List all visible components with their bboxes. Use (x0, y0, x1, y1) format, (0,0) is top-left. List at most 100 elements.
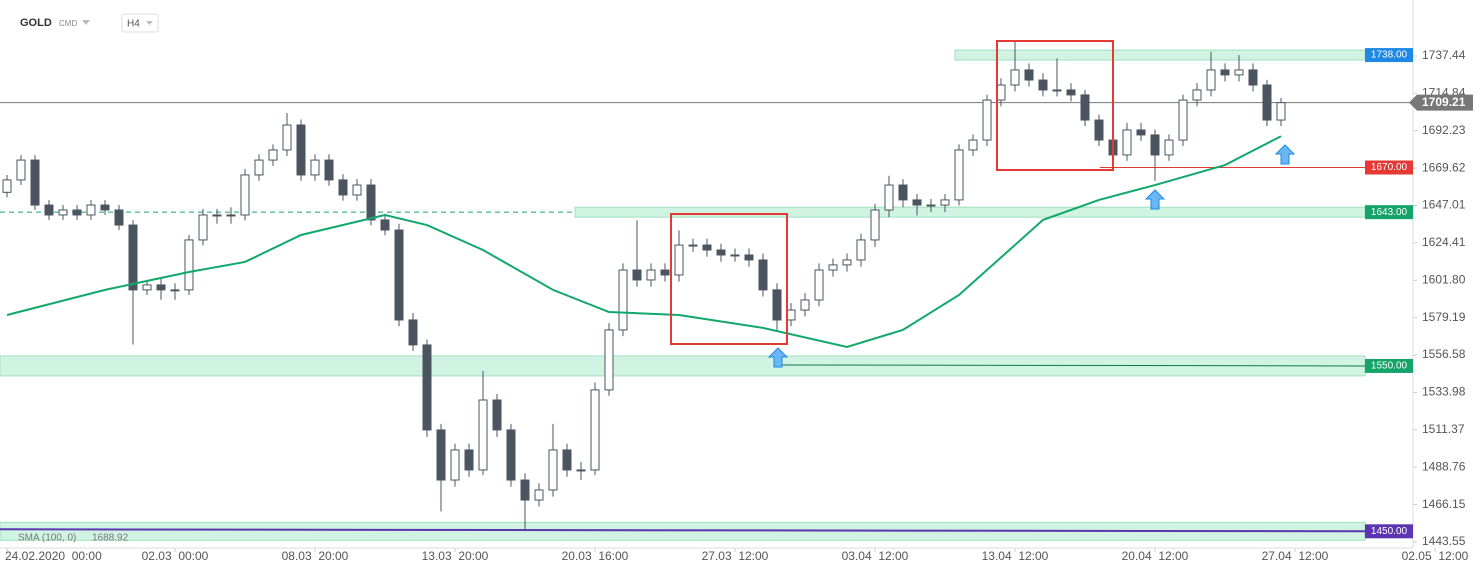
x-tick-label: 08.03 20:00 (282, 549, 349, 563)
candle-body (828, 264, 838, 271)
candle-body (142, 284, 152, 291)
candle-body (282, 124, 292, 151)
candle-body (1164, 139, 1174, 156)
interval[interactable]: H4 (127, 19, 140, 30)
candle-body (30, 159, 40, 206)
candle-body (604, 329, 614, 391)
level-label: 1738.00 (1371, 50, 1408, 61)
candle-body (786, 309, 796, 321)
candle-body (1136, 129, 1146, 136)
candle-body (44, 204, 54, 216)
legend-value: 1688.92 (92, 533, 129, 544)
x-tick-label: 24.02.2020 00:00 (5, 549, 102, 563)
candle-body (58, 209, 68, 216)
x-tick-label: 13.03 20:00 (422, 549, 489, 563)
highlight-box (670, 213, 788, 345)
candle-body (1094, 119, 1104, 141)
candle-body (982, 99, 992, 141)
candle-body (422, 344, 432, 431)
candle-body (870, 209, 880, 241)
candle-body (912, 199, 922, 206)
symbol[interactable]: GOLD (20, 17, 52, 29)
dropdown-icon[interactable] (146, 21, 153, 25)
market: CMD (59, 19, 77, 28)
candle-body (1192, 89, 1202, 101)
candle-body (492, 399, 502, 431)
last-price-label: 1709.21 (1422, 95, 1466, 109)
candle-body (128, 224, 138, 291)
candle-body (184, 239, 194, 291)
candle-body (884, 184, 894, 211)
candle-body (464, 449, 474, 471)
candle-body (1024, 69, 1034, 81)
candle-body (394, 229, 404, 321)
y-tick-label: 1579.19 (1422, 310, 1466, 324)
candle-body (576, 469, 586, 472)
arrow-icon (767, 347, 789, 368)
candle-body (1234, 69, 1244, 76)
candle-body (1080, 94, 1090, 121)
candle-body (1276, 102, 1286, 121)
level-tag (1365, 358, 1413, 373)
level-label: 1450.00 (1371, 526, 1408, 537)
candle-body (2, 179, 12, 193)
candle-body (1052, 89, 1062, 92)
candle-body (450, 449, 460, 481)
dropdown-icon[interactable] (82, 20, 90, 25)
candle-body (338, 179, 348, 196)
plot: 1737.441714.841692.231669.621647.011624.… (0, 0, 1473, 563)
candle-body (1206, 69, 1216, 91)
y-tick-label: 1624.41 (1422, 235, 1466, 249)
candle-body (632, 269, 642, 281)
zone (574, 206, 1366, 218)
level-tag (1365, 524, 1413, 539)
candle-body (170, 289, 180, 292)
candle-body (968, 139, 978, 151)
candle-body (716, 249, 726, 256)
candle-body (940, 199, 950, 206)
candle-body (856, 239, 866, 261)
level-label: 1670.00 (1371, 162, 1408, 173)
candle-body (478, 399, 488, 471)
candle-body (534, 489, 544, 501)
x-tick-label: 02.05 12:00 (1402, 549, 1469, 563)
candle-body (954, 149, 964, 201)
candle-body (1262, 84, 1272, 121)
candle-body (1150, 134, 1160, 156)
candle-body (996, 84, 1006, 101)
x-tick-label: 02.03 00:00 (142, 549, 209, 563)
candle-body (548, 449, 558, 491)
candle-body (16, 159, 26, 181)
candle-body (1038, 79, 1048, 91)
legend-name: SMA (100, 0) (18, 533, 76, 544)
y-tick-label: 1692.23 (1422, 123, 1466, 137)
candle-body (380, 219, 390, 231)
candle-body (800, 299, 810, 311)
candle-body (366, 184, 376, 221)
level-tag (1365, 48, 1413, 63)
level-label: 1550.00 (1371, 361, 1408, 372)
x-tick-label: 03.04 12:00 (842, 549, 909, 563)
y-tick-label: 1737.44 (1422, 48, 1466, 62)
candle-body (72, 209, 82, 216)
last-price-tag (1409, 94, 1473, 111)
x-tick-label: 20.04 12:00 (1122, 549, 1189, 563)
candle-body (1066, 89, 1076, 96)
y-tick-label: 1647.01 (1422, 198, 1466, 212)
candle-body (100, 204, 110, 211)
candle-body (688, 244, 698, 247)
y-tick-label: 1669.62 (1422, 160, 1466, 174)
candle-body (1010, 69, 1020, 86)
candle-body (296, 124, 306, 176)
candle-body (744, 254, 754, 261)
candle-body (324, 159, 334, 181)
candle-body (646, 269, 656, 281)
interval-button[interactable] (121, 13, 159, 33)
arrow-icon (1144, 189, 1166, 210)
sma-line (6, 135, 1282, 348)
level-line (779, 364, 1366, 367)
highlight-box (996, 40, 1114, 171)
